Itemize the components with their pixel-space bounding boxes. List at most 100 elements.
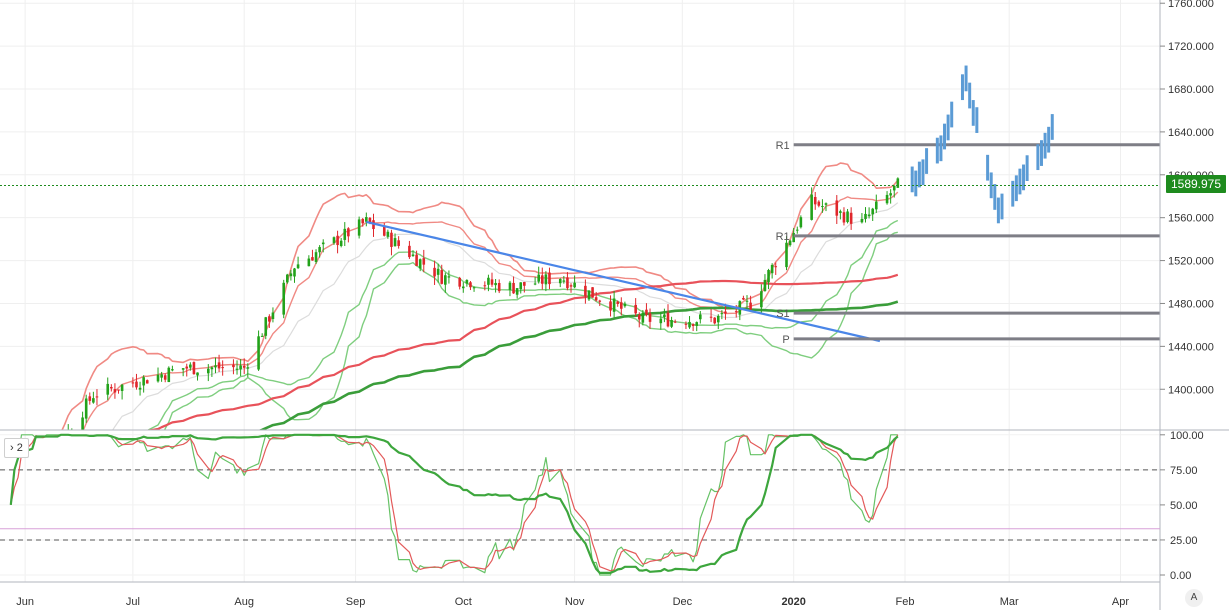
indicator-lines [61,162,899,430]
candle-body [871,208,874,215]
x-tick-label: Mar [1000,596,1019,608]
candle-body [587,290,591,300]
candle-body [817,201,821,206]
indicator-collapse-button[interactable]: › 2 [4,438,29,458]
candle-body [145,380,149,384]
candle-body [117,389,120,391]
time-axis: Jun Jul Aug Sep Oct Nov Dec 2020 Feb Mar Apr [16,596,1129,608]
candle-body [512,282,515,294]
y-tick-label: 1680.000 [1168,84,1214,96]
candle-body [357,219,361,236]
candle-body [645,309,648,315]
price-axis: 1400.000 1440.000 1480.000 1520.000 1560.000… [1160,0,1214,396]
candle-body [120,384,124,391]
candle-body [31,483,34,502]
candle-body [673,321,677,323]
candle-body [537,274,540,282]
candle-body [469,282,472,288]
x-tick-label: Jun [16,596,34,608]
candle-body [749,302,752,310]
candle-body [38,481,41,486]
candle-body [339,240,343,246]
auto-scale-button[interactable]: A [1185,589,1203,607]
osc-y-tick-label: 0.00 [1170,570,1191,582]
bollinger-lower-outer [163,231,898,430]
candle-body [637,314,641,320]
candle-body [566,277,569,289]
candle-body [465,279,469,284]
candle-body [598,300,602,302]
candle-body [508,282,512,290]
candle-body [813,196,817,205]
x-tick-label: Oct [455,596,472,608]
candle-body [569,285,573,287]
candle-body [415,254,418,266]
candle-body [142,377,145,386]
candle-body [347,228,350,237]
candle-body [612,298,616,312]
candle-body [20,499,23,508]
candle-body [56,448,59,471]
candle-body [160,374,163,378]
indicator-count: 2 [16,442,23,454]
candle-body [824,203,828,205]
candle-body [106,383,110,395]
candle-body [594,297,598,301]
candle-body [533,283,537,285]
candle-body [864,213,867,219]
candle-body [9,518,12,519]
candle-body [181,368,185,370]
osc-fast-green [10,434,898,576]
pivot-label: R1 [776,140,790,152]
candle-body [584,285,587,297]
candle-body [264,317,268,336]
osc-y-tick-label: 25.00 [1170,535,1198,547]
candle-body [343,228,347,240]
candle-body [785,242,788,268]
candle-body [896,178,900,188]
candle-body [792,233,795,243]
candle-body [260,335,264,337]
candle-body [365,217,368,222]
x-tick-label: Dec [673,596,693,608]
candle-body [691,324,695,326]
candle-body [760,291,763,308]
pivot-label: R1 [776,231,790,243]
candle-body [670,320,673,327]
candle-body [235,368,239,370]
candle-body [397,240,400,246]
candle-body [318,247,321,253]
candle-body [311,257,314,261]
candle-body [515,288,519,295]
candle-body [487,277,490,285]
candle-body [268,316,271,322]
candle-body [196,372,199,376]
candle-body [286,274,289,283]
candle-body [84,398,88,419]
candle-body [842,212,846,223]
candle-body [171,369,174,371]
candle-body [889,193,892,196]
candle-body [616,301,620,304]
candle-body [271,312,275,319]
candle-body [210,367,214,370]
price-pane: R1 R1 S1 P [0,65,1160,519]
candle-body [767,270,770,283]
candle-body [742,297,745,300]
candle-body [138,387,142,390]
bollinger-upper-inner [82,191,899,430]
candle-body [688,321,691,328]
candle-body [440,270,444,284]
y-tick-label: 1560.000 [1168,213,1214,225]
candle-body [724,311,727,314]
candle-body [648,313,652,322]
candle-body [497,282,501,292]
candle-body [562,280,566,282]
candle-body [849,212,853,224]
candle-body [408,245,411,258]
candle-body [573,282,576,288]
candle-body [368,217,372,223]
oscillator-axis: 0.00 25.00 50.00 75.00 100.00 [1160,430,1204,582]
